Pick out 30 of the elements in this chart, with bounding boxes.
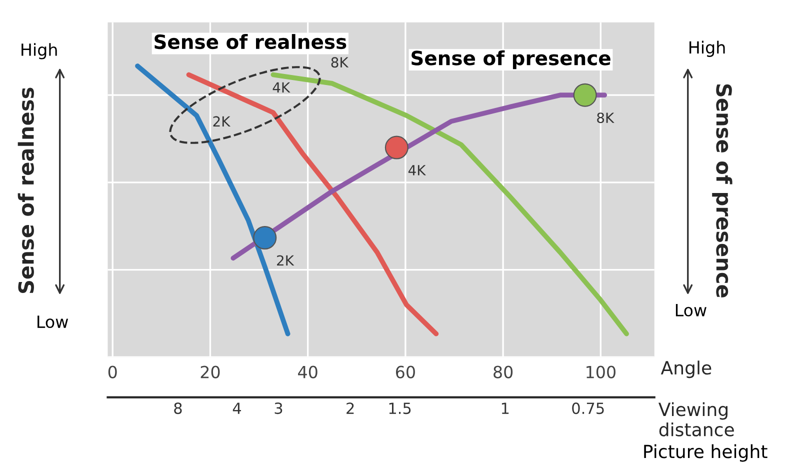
text: Low [676,304,706,316]
text: 2 [346,402,354,414]
text: High [22,43,57,60]
annotation: 4K [272,82,290,93]
annotation: 4K [408,165,426,176]
x-tick-label: 40 [298,366,318,378]
text: 4 [232,402,242,414]
y-axis-title: Sense of realness [18,88,34,294]
x-tick-label: 60 [396,366,415,378]
text: 1.5 [389,402,411,414]
text: Low [38,316,68,328]
annotation: 2K [277,255,294,266]
annotation: 2K [213,116,231,126]
x-tick-label: 80 [494,366,513,378]
annotation: 8K [331,57,349,68]
x-axis-title: Angle [660,360,712,378]
text: 8 [174,402,182,414]
text: 3 [274,402,282,414]
x-tick-label: 0 [108,366,117,378]
text: Picture height [644,444,768,462]
x-tick-label: 20 [200,366,220,378]
x-tick-label: 100 [586,366,616,378]
y2-axis-title: Sense of presence [712,84,732,298]
text: 0.75 [572,402,604,414]
x2-axis-title: Viewing distance [658,402,734,436]
annotation: Sense of presence [412,50,610,70]
text: Sense of realness [154,34,346,50]
text: High [690,40,725,57]
annotation: 8K [597,112,614,124]
text: 1 [502,402,509,414]
